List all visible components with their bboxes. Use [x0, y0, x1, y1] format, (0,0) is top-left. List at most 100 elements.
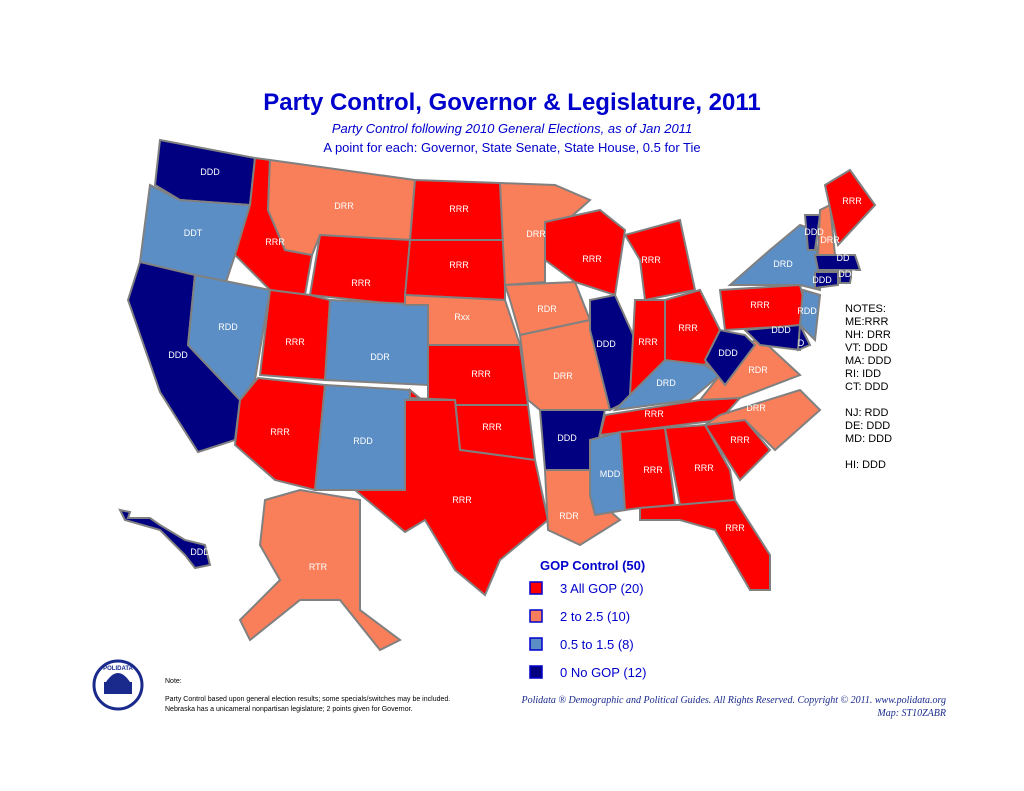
state [823, 168, 877, 248]
state-label: DRD [656, 378, 676, 388]
state-label: RRR [449, 260, 469, 270]
legend-label: 0.5 to 1.5 (8) [560, 637, 634, 652]
copyright: Polidata ® Demographic and Political Gui… [520, 695, 946, 706]
state [623, 218, 697, 302]
state-label: RRR [725, 523, 745, 533]
note: NH: DRR [845, 329, 891, 341]
state-label: RDR [537, 304, 557, 314]
logo: POLIDATA [92, 659, 144, 711]
state-label: RRR [750, 300, 770, 310]
note: NJ: RDD [845, 407, 888, 419]
state-label: RRR [641, 255, 661, 265]
state-label: RRR [694, 463, 714, 473]
state-label: RRR [582, 254, 602, 264]
state-label: D [798, 338, 805, 348]
note: CT: DDD [845, 381, 888, 393]
state [238, 488, 402, 652]
note-line: Nebraska has a unicameral nonpartisan le… [165, 706, 413, 713]
state [598, 396, 743, 437]
state-label: Rxx [454, 312, 470, 322]
legend-label: 2 to 2.5 (10) [560, 609, 630, 624]
state-label: RDR [559, 511, 579, 521]
logo-text: POLIDATA [103, 666, 133, 672]
note: NOTES: [845, 303, 886, 315]
state-label: DDD [168, 350, 188, 360]
state-label: RRR [678, 323, 698, 333]
state [703, 328, 757, 387]
note: VT: DDD [845, 342, 888, 354]
note: ME:RRR [845, 316, 888, 328]
legend-label: 3 All GOP (20) [560, 581, 644, 596]
note: DE: DDD [845, 420, 890, 432]
description: A point for each: Governor, State Senate… [323, 140, 700, 155]
state [803, 214, 822, 251]
state-label: DDD [718, 348, 738, 358]
state [796, 321, 812, 352]
subtitle: Party Control following 2010 General Ele… [332, 121, 692, 136]
state [798, 288, 822, 343]
state [403, 239, 506, 302]
state-label: RRR [643, 465, 663, 475]
state-label: RRR [471, 369, 491, 379]
state-label: DRR [746, 403, 766, 413]
state-label: RRR [285, 337, 305, 347]
state [323, 298, 432, 387]
state-label: DRR [334, 201, 354, 211]
state [308, 233, 412, 307]
note: RI: IDD [845, 368, 881, 380]
state-label: RRR [482, 422, 502, 432]
note: MA: DDD [845, 355, 892, 367]
legend-swatch [529, 581, 543, 595]
state [814, 271, 839, 290]
state-label: DRD [773, 259, 793, 269]
state [258, 288, 332, 382]
legend-swatch [529, 637, 543, 651]
state [704, 388, 822, 452]
state-label: RTR [309, 562, 328, 572]
state [118, 508, 212, 570]
state-label: DDD [812, 275, 832, 285]
state-label: RRR [644, 409, 664, 419]
state [589, 430, 627, 517]
state-label: DDD [557, 433, 577, 443]
state-label: RRR [842, 196, 862, 206]
state-label: DRR [526, 229, 546, 239]
state-label: RRR [638, 337, 658, 347]
state-label: RRR [452, 495, 472, 505]
state-label: DRR [553, 371, 573, 381]
state-label: DDR [370, 352, 390, 362]
state [663, 423, 737, 507]
state [813, 254, 862, 271]
state-label: RRR [351, 278, 371, 288]
state-label: RDD [797, 306, 817, 316]
note-title: Note: [165, 678, 182, 685]
state-label: DDT [184, 228, 203, 238]
title: Party Control, Governor & Legislature, 2… [263, 89, 760, 116]
state-label: RRR [265, 237, 285, 247]
legend: 3 All GOP (20) 2 to 2.5 (10) 0.5 to 1.5 (8… [529, 581, 646, 680]
legend-swatch [529, 609, 543, 623]
legend-swatch [529, 665, 543, 679]
legend-title: GOP Control (50) [540, 558, 645, 573]
state-label: DDD [771, 325, 791, 335]
state-label: DDD [596, 339, 616, 349]
state-label: DRR [820, 235, 840, 245]
state-label: DDD [838, 269, 858, 279]
states: DDDDDTDDDRDDRRRDRRRRRRRRRRRDDRRDDRRRRRRR… [118, 138, 877, 652]
map-id: Map: ST10ZABR [876, 708, 946, 719]
state-label: DDD [200, 167, 220, 177]
state-label: MDD [600, 469, 621, 479]
state [839, 271, 854, 284]
legend-label: 0 No GOP (12) [560, 665, 646, 680]
state-label: RRR [730, 435, 750, 445]
state-label: DDD [804, 227, 824, 237]
state-label: RDD [353, 436, 373, 446]
state-label: RDR [748, 365, 768, 375]
state-label: RDD [218, 322, 238, 332]
note-line: Party Control based upon general electio… [165, 696, 450, 703]
state [352, 399, 550, 597]
state-label: RRR [449, 204, 469, 214]
state-label: RRR [270, 427, 290, 437]
